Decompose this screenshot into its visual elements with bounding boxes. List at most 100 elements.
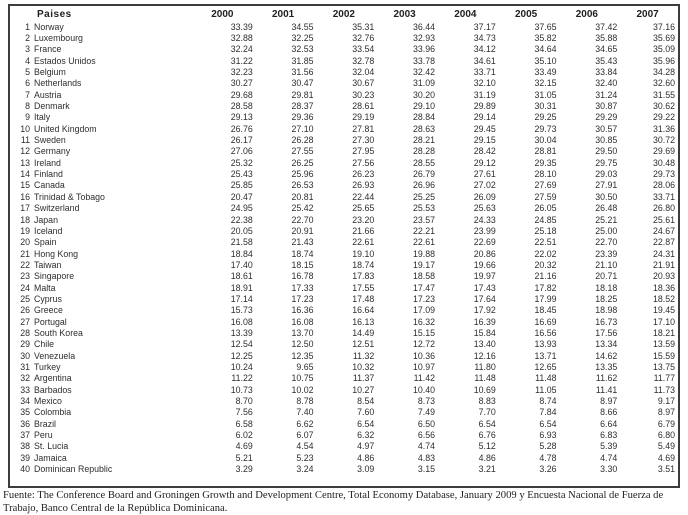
value-cell-2006: 29.50 xyxy=(595,146,618,157)
value-cell-2007: 31.55 xyxy=(652,89,675,100)
country-cell: 10 United Kingdom xyxy=(10,123,192,134)
country-cell: 11 Sweden xyxy=(10,134,192,145)
country-name: Denmark xyxy=(34,101,70,112)
value-cell-2002: 11.32 xyxy=(352,350,375,361)
value-cell-2002: 10.27 xyxy=(352,384,375,395)
value-cell-2002: 17.48 xyxy=(352,293,375,304)
value-cell-2003: 17.23 xyxy=(412,293,435,304)
value-cell-2004: 17.64 xyxy=(473,293,496,304)
value-cell-2006: 30.87 xyxy=(595,101,618,112)
value-cell-2004: 10.69 xyxy=(473,384,496,395)
value-cell-2001: 20.91 xyxy=(291,225,314,236)
rank-number: 34 xyxy=(20,396,30,407)
value-cell-2002: 26.23 xyxy=(352,169,375,180)
value-cell-2001: 7.40 xyxy=(296,407,314,418)
rank-number: 15 xyxy=(20,180,30,191)
value-cell-2004: 11.48 xyxy=(474,373,496,384)
value-cell-2000: 28.58 xyxy=(230,101,253,112)
value-cell-2007: 26.80 xyxy=(652,203,675,214)
table-row: 16 Trinidad & Tobago 20.47 20.81 22.44 25.25 2… xyxy=(10,191,678,202)
value-cell-2007: 25.61 xyxy=(652,214,675,225)
value-cell-2000: 25.32 xyxy=(230,157,253,168)
country-name: Belgium xyxy=(34,67,66,78)
value-cell-2002: 14.49 xyxy=(352,327,375,338)
value-cell-2003: 6.56 xyxy=(417,430,435,441)
table-row: 25 Cyprus 17.14 17.23 17.48 17.23 17.64 17.99 18… xyxy=(10,293,678,304)
country-cell: 23 Singapore xyxy=(10,271,192,282)
value-cell-2002: 22.61 xyxy=(352,237,375,248)
country-cell: 21 Hong Kong xyxy=(10,248,192,259)
value-cell-2003: 18.58 xyxy=(412,271,435,282)
rank-number: 12 xyxy=(20,146,30,157)
country-name: Peru xyxy=(34,430,53,441)
value-cell-2007: 31.36 xyxy=(652,123,675,134)
value-cell-2004: 34.12 xyxy=(473,44,496,55)
value-cell-2002: 30.23 xyxy=(352,89,375,100)
value-cell-2002: 21.66 xyxy=(352,225,375,236)
value-cell-2000: 30.27 xyxy=(230,78,253,89)
value-cell-2000: 32.24 xyxy=(230,44,253,55)
rank-number: 21 xyxy=(20,248,30,259)
column-header-year: 2006 xyxy=(575,8,598,20)
value-cell-2005: 22.51 xyxy=(534,237,557,248)
country-name: Venezuela xyxy=(34,350,76,361)
value-cell-2001: 12.50 xyxy=(291,339,314,350)
country-name: South Korea xyxy=(34,327,83,338)
value-cell-2006: 33.84 xyxy=(595,67,618,78)
country-name: Austria xyxy=(34,89,62,100)
rank-number: 3 xyxy=(25,44,30,55)
value-cell-2000: 15.73 xyxy=(230,305,253,316)
value-cell-2004: 37.17 xyxy=(473,21,496,32)
value-cell-2006: 16.73 xyxy=(595,316,618,327)
column-header-year: 2001 xyxy=(272,8,295,20)
value-cell-2003: 23.57 xyxy=(412,214,435,225)
rank-number: 40 xyxy=(20,464,30,475)
rank-number: 13 xyxy=(20,157,30,168)
country-cell: 31 Turkey xyxy=(10,361,192,372)
value-cell-2004: 5.12 xyxy=(478,441,496,452)
value-cell-2000: 18.84 xyxy=(230,248,253,259)
country-cell: 24 Malta xyxy=(10,282,192,293)
country-name: Estados Unidos xyxy=(34,55,96,66)
country-name: Argentina xyxy=(34,373,72,384)
countries-productivity-table-frame: Paises 2000 2001 2002 2003 2004 2005 2006 2007 … xyxy=(8,4,680,488)
table-row: 10 United Kingdom 26.76 27.10 27.81 28.63 29.4… xyxy=(10,123,678,134)
value-cell-2001: 16.08 xyxy=(291,316,314,327)
value-cell-2002: 8.54 xyxy=(357,396,375,407)
country-cell: 8 Denmark xyxy=(10,100,192,111)
value-cell-2007: 8.97 xyxy=(657,407,675,418)
value-cell-2007: 30.72 xyxy=(652,135,675,146)
value-cell-2000: 18.61 xyxy=(230,271,253,282)
value-cell-2000: 27.06 xyxy=(230,146,253,157)
value-cell-2003: 15.15 xyxy=(412,327,435,338)
rank-number: 36 xyxy=(20,418,30,429)
value-cell-2007: 35.09 xyxy=(652,44,675,55)
column-header-paises: Paises xyxy=(37,8,72,20)
value-cell-2001: 20.81 xyxy=(291,191,314,202)
rank-number: 1 xyxy=(25,21,30,32)
table-row: 13 Ireland 25.32 26.25 27.56 28.55 29.12 29.35 2… xyxy=(10,157,678,168)
value-cell-2000: 3.29 xyxy=(235,464,253,475)
country-name: Ireland xyxy=(34,157,61,168)
value-cell-2001: 26.28 xyxy=(291,135,314,146)
value-cell-2001: 22.70 xyxy=(291,214,314,225)
value-cell-2007: 5.49 xyxy=(657,441,675,452)
value-cell-2002: 23.20 xyxy=(352,214,375,225)
rank-number: 29 xyxy=(20,339,30,350)
table-row: 15 Canada 25.85 26.53 26.93 26.96 27.02 27.69 27… xyxy=(10,180,678,191)
value-cell-2004: 12.16 xyxy=(473,350,496,361)
value-cell-2005: 27.69 xyxy=(534,180,557,191)
column-header-year: 2007 xyxy=(636,8,659,20)
value-cell-2003: 4.74 xyxy=(417,441,435,452)
value-cell-2006: 35.43 xyxy=(595,55,618,66)
value-cell-2003: 16.32 xyxy=(412,316,435,327)
value-cell-2006: 8.97 xyxy=(600,396,618,407)
value-cell-2004: 13.40 xyxy=(473,339,496,350)
value-cell-2006: 29.29 xyxy=(595,112,618,123)
value-cell-2002: 27.30 xyxy=(352,135,375,146)
value-cell-2007: 29.73 xyxy=(652,169,675,180)
value-cell-2007: 24.67 xyxy=(652,225,675,236)
value-cell-2006: 18.98 xyxy=(595,305,618,316)
value-cell-2000: 16.08 xyxy=(230,316,253,327)
